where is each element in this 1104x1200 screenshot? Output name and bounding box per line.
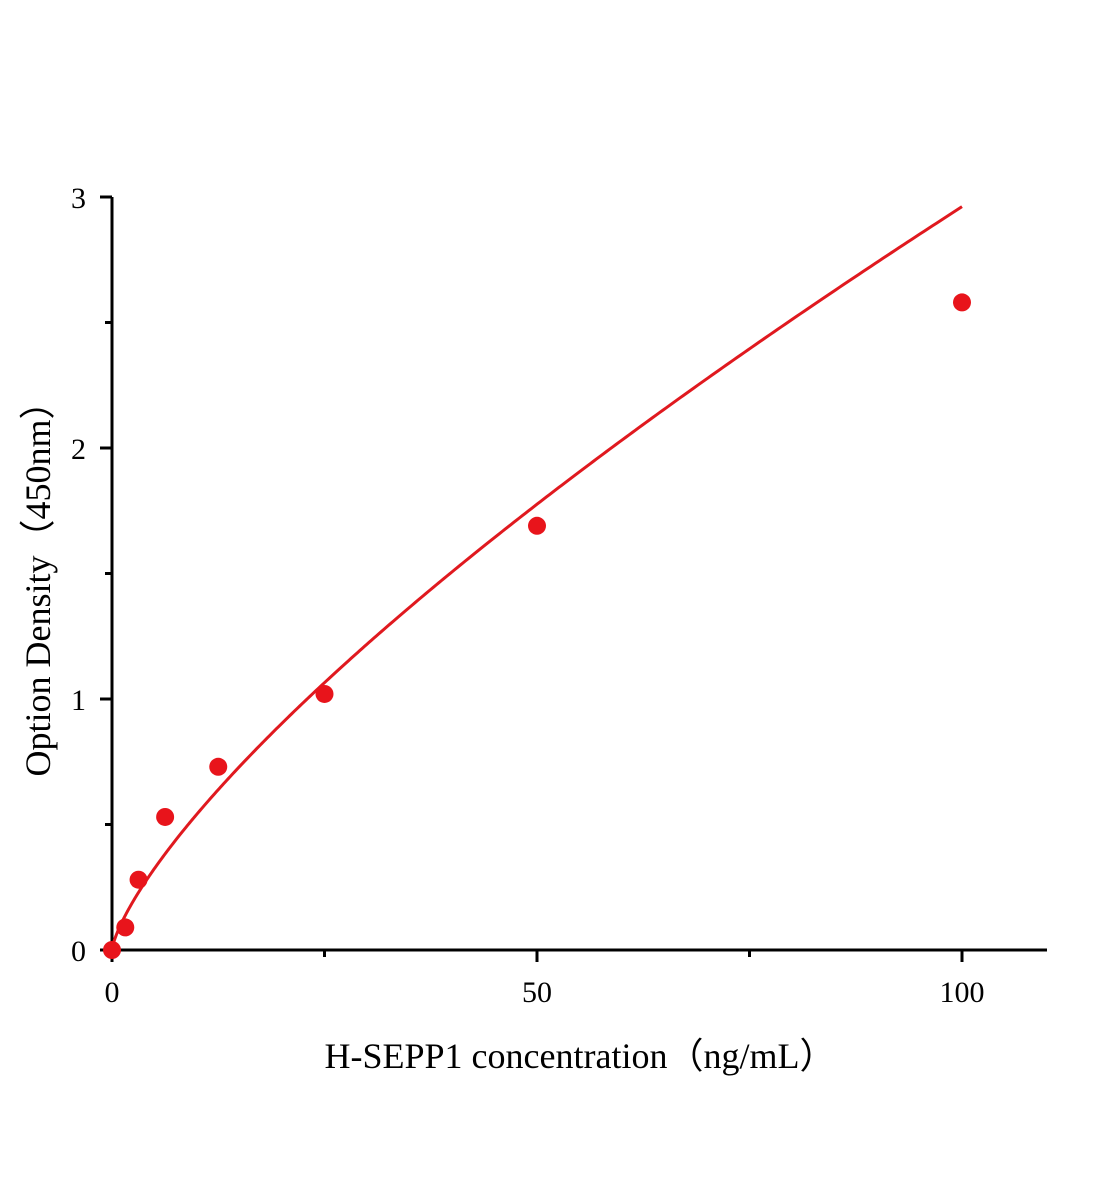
data-point (209, 757, 228, 776)
data-point (156, 807, 175, 826)
x-tick-label: 0 (105, 976, 120, 1009)
y-tick-label: 0 (71, 935, 86, 968)
data-point (528, 516, 546, 535)
data-point (116, 918, 135, 937)
y-tick-label: 2 (71, 433, 86, 466)
data-point (129, 870, 148, 889)
plot-area: 0 50 100 0 1 2 3 (71, 182, 1047, 1009)
data-point (315, 684, 334, 703)
x-tick-label: 50 (522, 976, 552, 1009)
fit-curve (110, 205, 963, 951)
y-tick-label: 1 (71, 684, 86, 717)
y-axis-label: Option Density（450nm） (18, 384, 58, 777)
x-tick-label: 100 (940, 976, 985, 1009)
x-axis-label: H-SEPP1 concentration（ng/mL） (325, 1036, 836, 1076)
data-point (103, 941, 121, 959)
y-tick-label: 3 (71, 182, 86, 215)
data-point (953, 293, 971, 312)
